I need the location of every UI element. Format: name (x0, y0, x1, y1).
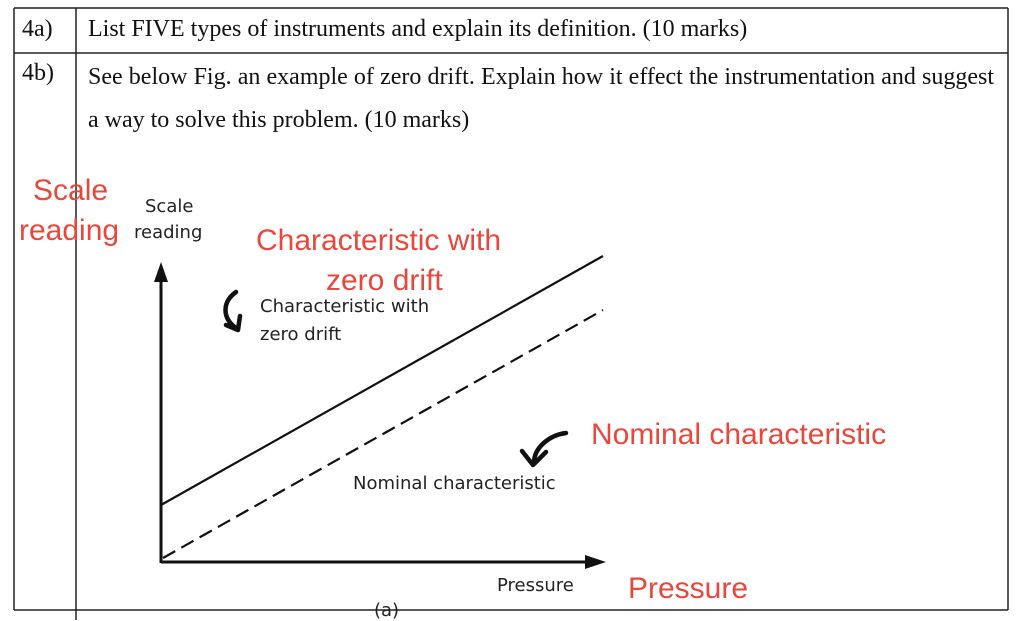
question-number-4b: 4b) (22, 60, 54, 86)
annotation-nominal: Nominal characteristic (591, 418, 887, 451)
figure-label-zero-drift-line2: zero drift (260, 324, 342, 345)
y-axis-arrowhead (154, 262, 168, 282)
annotation-zero-drift-line1: Characteristic with (256, 224, 502, 257)
figure-label-nominal: Nominal characteristic (353, 473, 556, 494)
annotation-zero-drift-line2: zero drift (326, 264, 443, 297)
annotation-pressure: Pressure (628, 572, 749, 605)
x-axis-arrowhead (585, 555, 606, 569)
annotation-reading: reading (19, 214, 120, 247)
question-number-4a: 4a) (22, 16, 53, 42)
annotation-scale: Scale (33, 174, 109, 207)
figure-caption-partial: (a) (374, 600, 400, 621)
question-text-4a: List FIVE types of instruments and expla… (88, 16, 748, 42)
figure-x-label: Pressure (497, 575, 574, 596)
figure-label-zero-drift-line1: Characteristic with (260, 296, 430, 317)
question-text-4b: See below Fig. an example of zero drift.… (88, 64, 994, 133)
figure-y-label-line1: Scale (145, 196, 194, 217)
zero-drift-line (160, 255, 604, 506)
nominal-pointer-arrow (531, 430, 569, 466)
nominal-line (162, 309, 604, 559)
figure-y-label-line2: reading (134, 222, 203, 243)
zero-drift-pointer-arrow (223, 289, 239, 331)
